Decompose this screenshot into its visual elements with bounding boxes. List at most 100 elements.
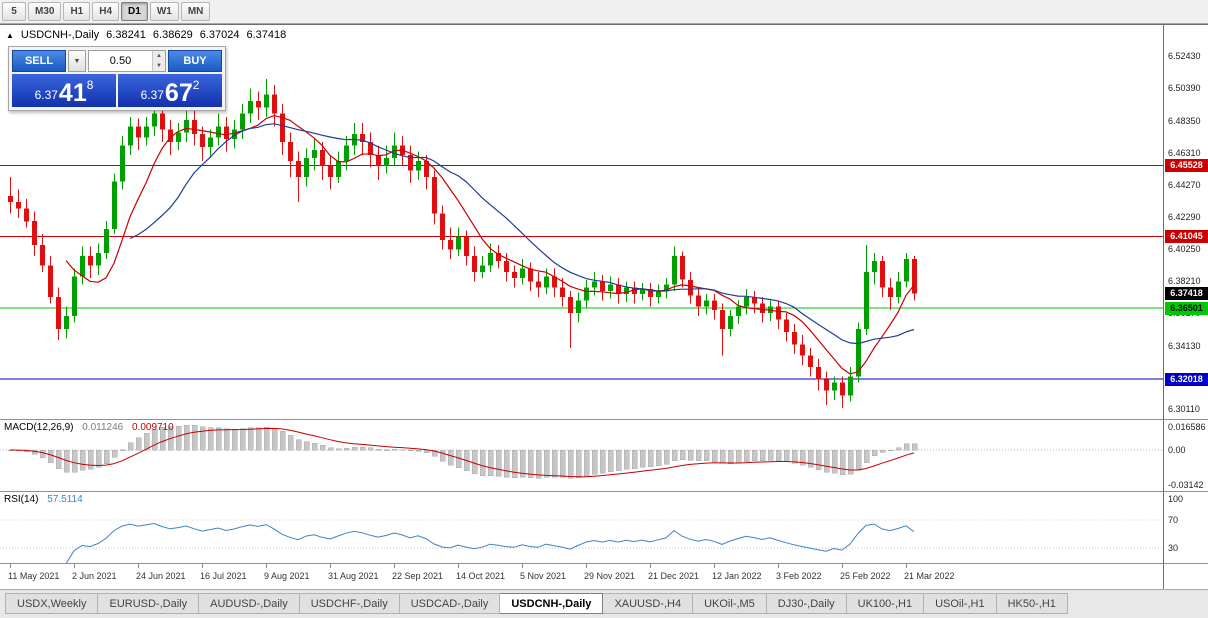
- macd-title: MACD(12,26,9): [4, 422, 74, 433]
- timeframe-button-H4[interactable]: H4: [92, 2, 120, 21]
- chart-symbol-label: USDCNH-,Daily: [20, 29, 100, 41]
- date-axis-label: 29 Nov 2021: [584, 571, 636, 581]
- date-axis-tick: [74, 564, 75, 568]
- chart-ohlc-header: ▲ USDCNH-,Daily 6.38241 6.38629 6.37024 …: [6, 29, 293, 41]
- sell-price-prefix: 6.37: [34, 88, 58, 102]
- rsi-canvas: [0, 519, 1163, 563]
- timeframe-button-W1[interactable]: W1: [149, 2, 179, 21]
- chart-tab-usdcnh-daily[interactable]: USDCNH-,Daily: [500, 593, 604, 614]
- current-price-badge: 6.37418: [1165, 287, 1208, 300]
- date-axis-tick: [394, 564, 395, 568]
- buy-price-prefix: 6.37: [140, 88, 164, 102]
- chart-tab-usdchf-daily[interactable]: USDCHF-,Daily: [299, 593, 400, 614]
- date-axis-tick: [714, 564, 715, 568]
- chart-window: ▲ USDCNH-,Daily 6.38241 6.38629 6.37024 …: [0, 24, 1208, 590]
- buy-price-display[interactable]: 6.37 67 2: [118, 74, 222, 107]
- macd-signal-value: 0.009710: [132, 422, 174, 433]
- chart-tab-dj30-daily[interactable]: DJ30-,Daily: [766, 593, 847, 614]
- price-axis-tick: 6.42290: [1168, 212, 1201, 222]
- date-axis-tick: [202, 564, 203, 568]
- volume-dropdown-button[interactable]: ▼: [68, 50, 86, 72]
- price-pane[interactable]: ▲ USDCNH-,Daily 6.38241 6.38629 6.37024 …: [0, 25, 1163, 420]
- chart-tab-usdcad-daily[interactable]: USDCAD-,Daily: [399, 593, 501, 614]
- chart-tab-audusd-daily[interactable]: AUDUSD-,Daily: [199, 593, 300, 614]
- volume-input[interactable]: [89, 51, 152, 71]
- sell-price-display[interactable]: 6.37 41 8: [12, 74, 116, 107]
- macd-axis-label: -0.03142: [1168, 480, 1204, 490]
- pane-divider: [1164, 419, 1208, 420]
- chart-tab-xauusd-h4[interactable]: XAUUSD-,H4: [603, 593, 694, 614]
- chart-tab-ukoil-m5[interactable]: UKOil-,M5: [693, 593, 767, 614]
- rsi-pane[interactable]: RSI(14) 57.5114: [0, 492, 1163, 564]
- date-axis-tick: [842, 564, 843, 568]
- timeframe-button-M30[interactable]: M30: [28, 2, 62, 21]
- rsi-value: 57.5114: [47, 494, 83, 505]
- timeframe-button-MN[interactable]: MN: [180, 2, 211, 21]
- date-axis-tick: [778, 564, 779, 568]
- date-axis-tick: [458, 564, 459, 568]
- timeframe-button-5[interactable]: 5: [2, 2, 26, 21]
- ohlc-close-value: 6.37418: [246, 29, 287, 41]
- candlestick-canvas: [0, 78, 1163, 408]
- date-axis-label: 21 Dec 2021: [648, 571, 700, 581]
- price-level-badge: 6.45528: [1165, 159, 1208, 172]
- buy-button[interactable]: BUY: [168, 50, 222, 72]
- timeframe-button-D1[interactable]: D1: [121, 2, 148, 21]
- chart-tab-usdx-weekly[interactable]: USDX,Weekly: [5, 593, 99, 614]
- date-axis-label: 24 Jun 2021: [136, 571, 186, 581]
- rsi-axis-label: 70: [1168, 515, 1179, 525]
- date-axis-label: 16 Jul 2021: [200, 571, 247, 581]
- volume-down-icon[interactable]: ▼: [153, 61, 165, 71]
- date-axis-label: 31 Aug 2021: [328, 571, 379, 581]
- date-axis-label: 21 Mar 2022: [904, 571, 955, 581]
- date-axis-label: 22 Sep 2021: [392, 571, 444, 581]
- ohlc-open-value: 6.38241: [106, 29, 146, 41]
- volume-up-icon[interactable]: ▲: [153, 51, 165, 61]
- date-axis-tick: [330, 564, 331, 568]
- rsi-title: RSI(14): [4, 494, 39, 505]
- date-axis-label: 14 Oct 2021: [456, 571, 506, 581]
- chart-plot-area: ▲ USDCNH-,Daily 6.38241 6.38629 6.37024 …: [0, 25, 1163, 590]
- ohlc-high-value: 6.38629: [152, 29, 193, 41]
- macd-canvas: [0, 424, 1163, 479]
- chart-marker-icon: ▲: [6, 30, 14, 40]
- rsi-axis-label: 30: [1168, 543, 1179, 553]
- macd-pane[interactable]: MACD(12,26,9) 0.011246 0.009710: [0, 420, 1163, 492]
- date-axis-label: 9 Aug 2021: [264, 571, 310, 581]
- date-axis-label: 3 Feb 2022: [776, 571, 822, 581]
- macd-header: MACD(12,26,9) 0.011246 0.009710: [4, 422, 180, 433]
- buy-price-big: 67: [164, 79, 193, 107]
- price-axis-tick: 6.30110: [1168, 404, 1200, 414]
- timeframe-button-H1[interactable]: H1: [63, 2, 91, 21]
- volume-spinner: ▲ ▼: [152, 51, 165, 71]
- date-axis-label: 11 May 2021: [8, 571, 60, 581]
- sell-button[interactable]: SELL: [12, 50, 66, 72]
- date-axis-tick: [10, 564, 11, 568]
- chart-tab-usoil-h1[interactable]: USOil-,H1: [924, 593, 997, 614]
- timeframe-toolbar: 5 M30 H1 H4 D1 W1 MN: [0, 0, 1208, 24]
- rsi-axis-label: 100: [1168, 494, 1184, 504]
- buy-price-sup: 2: [192, 78, 200, 92]
- date-axis-tick: [906, 564, 907, 568]
- sell-price-sup: 8: [86, 78, 94, 92]
- price-axis-tick: 6.44270: [1168, 180, 1201, 190]
- date-axis-label: 25 Feb 2022: [840, 571, 891, 581]
- dropdown-arrow-icon: ▼: [73, 57, 81, 65]
- macd-axis-label: 0.00: [1168, 445, 1186, 455]
- date-axis-tick: [266, 564, 267, 568]
- volume-field: ▲ ▼: [88, 50, 166, 72]
- macd-main-value: 0.011246: [82, 422, 124, 433]
- price-axis-tick: 6.46310: [1168, 148, 1201, 158]
- chart-tab-eurusd-daily[interactable]: EURUSD-,Daily: [98, 593, 200, 614]
- sell-price-big: 41: [58, 79, 87, 107]
- chart-tab-uk100-h1[interactable]: UK100-,H1: [846, 593, 925, 614]
- price-axis-tick: 6.50390: [1168, 83, 1201, 93]
- price-axis[interactable]: 6.52430 6.50390 6.48350 6.46310 6.44270 6.422…: [1163, 25, 1208, 590]
- date-axis-tick: [650, 564, 651, 568]
- time-axis[interactable]: 11 May 2021 2 Jun 2021 24 Jun 2021 16 Jul 2…: [0, 564, 1163, 590]
- price-axis-tick: 6.40250: [1168, 244, 1201, 254]
- chart-tab-hk50-h1[interactable]: HK50-,H1: [996, 593, 1068, 614]
- chart-tab-bar: USDX,Weekly EURUSD-,Daily AUDUSD-,Daily USD…: [0, 589, 1208, 618]
- rsi-header: RSI(14) 57.5114: [4, 494, 89, 505]
- price-level-badge: 6.41045: [1165, 230, 1208, 243]
